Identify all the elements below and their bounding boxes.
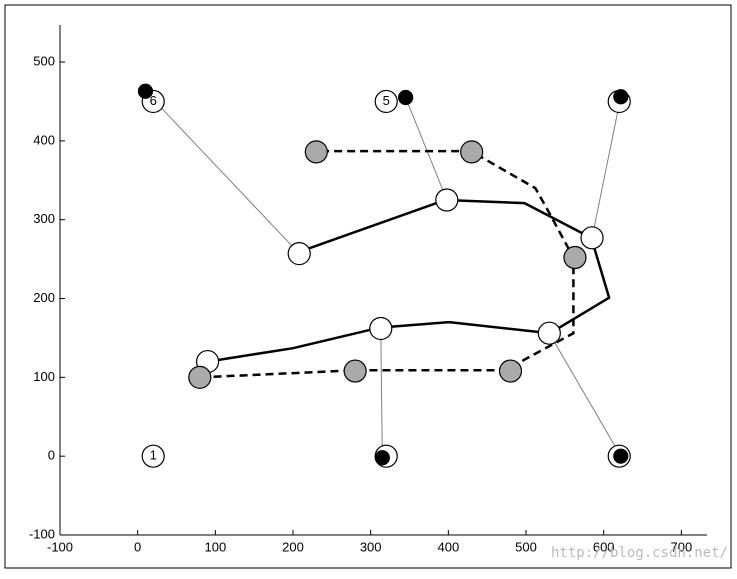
circle-marker (287, 241, 311, 266)
annotation: 1 (150, 448, 157, 463)
y-tick-label: 100 (33, 369, 55, 384)
x-tick-label: 100 (204, 539, 226, 554)
dot (398, 89, 414, 106)
circle-marker (435, 188, 459, 212)
circle-marker (141, 444, 165, 468)
circle-marker (304, 140, 328, 164)
dot (613, 89, 629, 105)
circle-marker (580, 226, 604, 250)
circle-marker (563, 245, 587, 270)
x-tick-label: 700 (671, 539, 693, 554)
dot (137, 83, 154, 99)
y-tick-label: 200 (33, 290, 55, 305)
y-tick-label: 300 (33, 211, 55, 226)
circle-marker (369, 316, 393, 341)
line (405, 97, 448, 201)
annotation: 6 (150, 93, 157, 108)
y-tick-label: 0 (48, 448, 55, 463)
circle-marker (537, 321, 561, 345)
dot (374, 450, 390, 466)
circle-marker (498, 359, 523, 383)
x-tick-label: 0 (134, 539, 141, 554)
line (548, 332, 622, 457)
line (145, 90, 300, 254)
line (591, 96, 622, 238)
x-tick-label: 300 (360, 539, 382, 554)
line (207, 198, 611, 363)
x-tick-label: 500 (515, 539, 537, 554)
x-tick-label: 200 (282, 539, 304, 554)
dot (613, 448, 629, 464)
circle-marker (188, 365, 212, 389)
watermark: http://blog.csdn.net/ (551, 545, 728, 561)
figure-frame (4, 4, 732, 569)
y-tick-label: 400 (33, 132, 55, 147)
circle-marker (343, 359, 367, 383)
circle-marker (460, 140, 484, 164)
circle-marker (374, 89, 398, 114)
line (380, 328, 383, 458)
annotation: 5 (383, 93, 390, 108)
y-tick-label: -100 (29, 526, 55, 541)
x-tick-label: 400 (438, 539, 460, 554)
x-tick-label: 600 (593, 539, 615, 554)
x-tick-label: -100 (47, 539, 73, 554)
y-tick-label: 500 (33, 53, 55, 68)
line (200, 149, 575, 379)
